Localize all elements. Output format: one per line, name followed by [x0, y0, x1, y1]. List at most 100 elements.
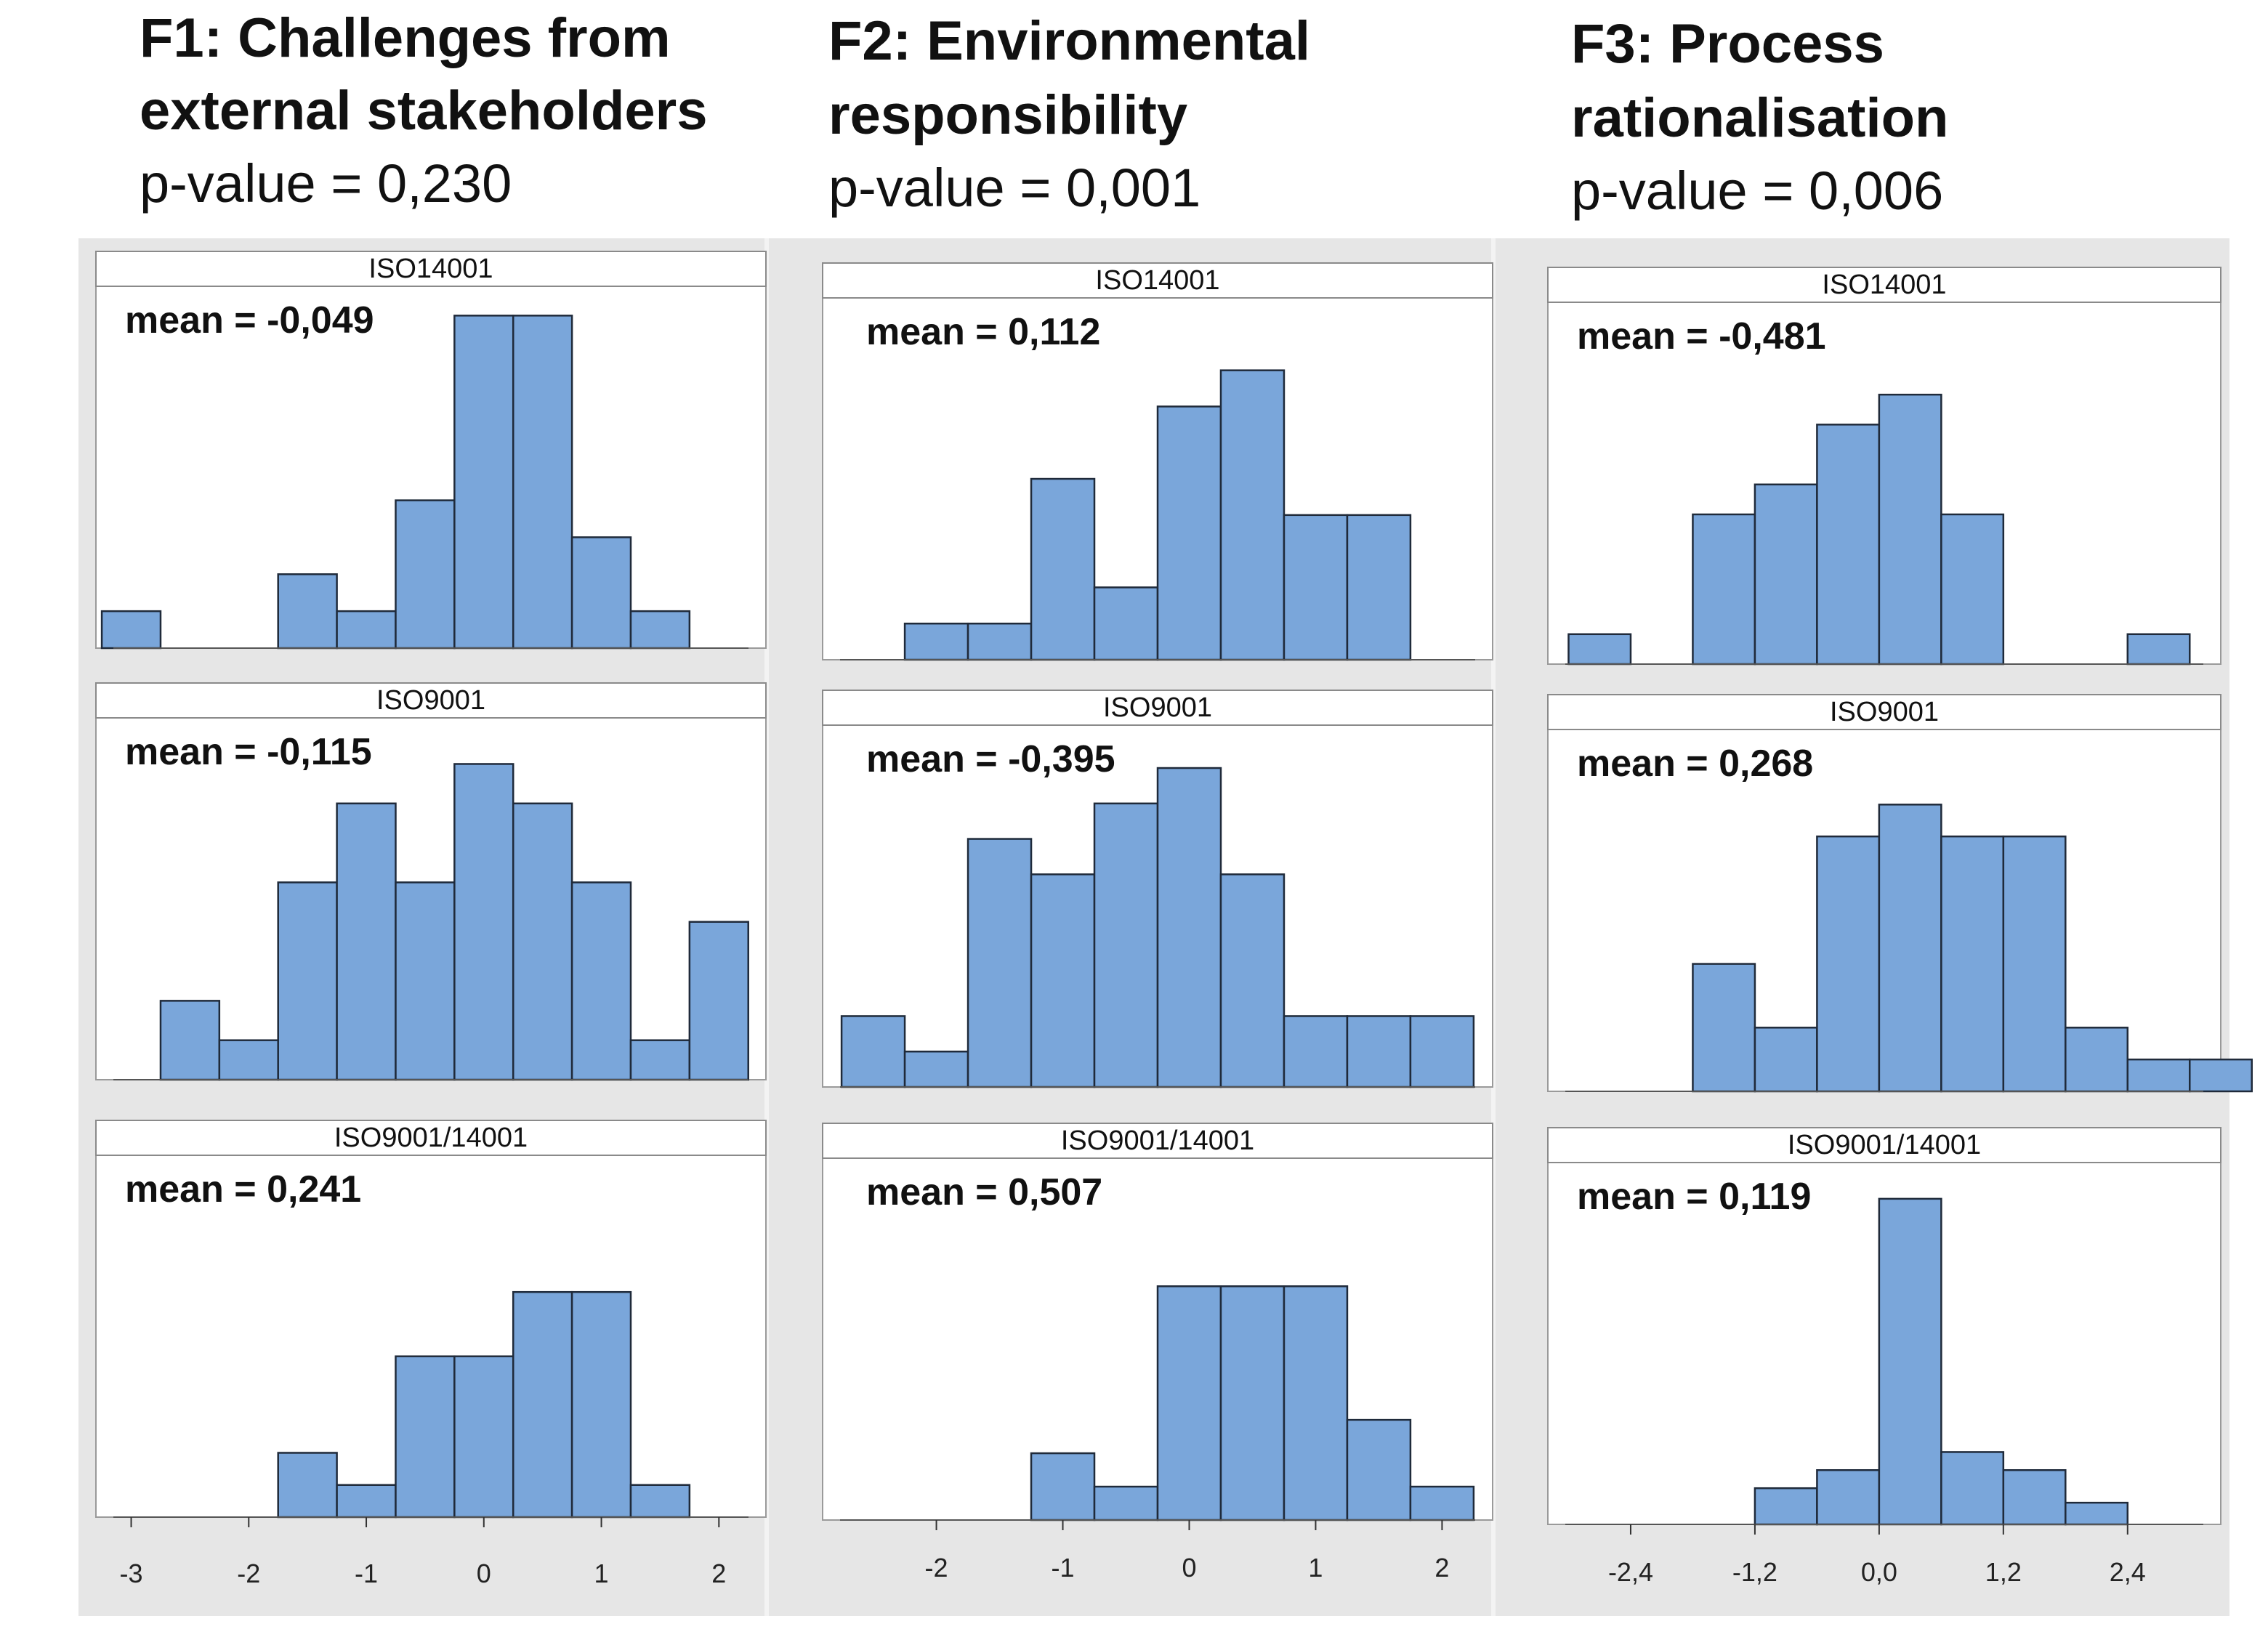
f2-title-line1: F2: Environmental [828, 10, 1310, 72]
histogram-bar [570, 536, 632, 650]
x-tick-label: 2 [711, 1559, 726, 1588]
histogram-bar [512, 315, 573, 650]
mean-annotation: mean = 0,119 [1577, 1176, 1811, 1218]
mean-annotation: mean = -0,481 [1577, 315, 1826, 357]
histogram-bar [277, 1452, 338, 1519]
histogram-panel: ISO14001 mean = -0,481 [1547, 267, 2221, 666]
histogram-bar [1156, 767, 1222, 1088]
x-axis: -2,4 -1,2 0,0 1,2 2,4 [1608, 1524, 2146, 1587]
panel-strip [1547, 1127, 2221, 1163]
histogram-bar [629, 1484, 691, 1519]
panel-strip [822, 1123, 1493, 1159]
panel-strip [1547, 267, 2221, 303]
f2-p-value: p-value = 0,001 [828, 158, 1200, 218]
x-axis: -3 -2 -1 0 1 2 [120, 1517, 726, 1588]
panel-strip [95, 1120, 767, 1156]
x-tick-label: -3 [120, 1559, 143, 1588]
panel-label: ISO9001/14001 [1061, 1125, 1254, 1156]
histogram-bar [159, 1000, 221, 1081]
histogram-bar [1346, 514, 1412, 661]
histogram-panel: ISO9001/14001 mean = 0,507 [822, 1123, 1493, 1521]
histogram-bar [1409, 1485, 1475, 1521]
mean-annotation: mean = 0,241 [125, 1168, 361, 1210]
histogram-bar [1754, 1487, 1818, 1526]
panel-strip [822, 690, 1493, 726]
histogram-bar [1692, 963, 1756, 1093]
histogram-bar [1754, 1027, 1818, 1093]
panel-label: ISO9001 [1830, 697, 1939, 727]
histogram-bar [1816, 1469, 1881, 1526]
histogram-panel: ISO9001/14001 mean = 0,119 [1547, 1127, 2221, 1526]
x-tick-label: -1 [355, 1559, 378, 1588]
panel-label: ISO14001 [368, 254, 493, 284]
histogram-bar [1940, 835, 2005, 1093]
histogram-bar [1030, 477, 1096, 661]
histogram-bar [2065, 1027, 2129, 1093]
histogram-bar [903, 622, 969, 661]
histogram-bar [336, 802, 397, 1081]
histogram-bar [570, 1290, 632, 1519]
histogram-bar [2065, 1501, 2129, 1526]
f3-title-line1: F3: Process [1571, 13, 1884, 75]
panel-strip [1547, 694, 2221, 730]
panel-label: ISO9001/14001 [1788, 1130, 1981, 1160]
histogram-bar [2126, 1058, 2191, 1093]
chart-column-3: ISO14001 mean = -0,481 ISO9001 mean = 0,268… [1547, 267, 2253, 1587]
panel-strip [95, 251, 767, 287]
histogram-bar [453, 1355, 514, 1519]
chart-column-2: ISO14001 mean = 0,112 ISO9001 mean = -0,395… [822, 262, 1493, 1583]
histogram-bar [1283, 1285, 1349, 1521]
panel-strip [822, 262, 1493, 299]
histogram-panel: ISO14001 mean = -0,049 [95, 251, 767, 650]
panel-label: ISO9001 [1103, 692, 1212, 723]
histogram-bar [1219, 873, 1286, 1088]
histogram-bar [453, 315, 514, 650]
histogram-bar [277, 881, 338, 1081]
mean-annotation: mean = -0,115 [125, 731, 372, 773]
histogram-bar [1346, 1015, 1412, 1088]
histogram-bar [277, 573, 338, 650]
histogram-bar [395, 1355, 456, 1519]
histogram-bar [1093, 802, 1159, 1088]
f1-p-value: p-value = 0,230 [140, 153, 512, 214]
x-tick-label: 2 [1434, 1553, 1449, 1583]
histogram-bar [1093, 1485, 1159, 1521]
histogram-bar [395, 499, 456, 650]
histogram-bar [100, 610, 162, 650]
x-tick-label: -2,4 [1608, 1557, 1653, 1587]
histogram-bar [1219, 1285, 1286, 1521]
f3-title-line2: rationalisation [1571, 87, 1948, 149]
histogram-bar [1219, 369, 1286, 661]
x-tick-label: -2 [237, 1559, 260, 1588]
histogram-bar [1346, 1418, 1412, 1521]
histogram-bar [1093, 586, 1159, 661]
histogram-bar [2002, 835, 2067, 1093]
histogram-bar [336, 610, 397, 650]
histogram-bar [688, 921, 749, 1081]
histogram-bar [1878, 804, 1942, 1093]
histogram-panel: ISO9001/14001 mean = 0,241 [95, 1120, 767, 1519]
histogram-bar [903, 1050, 969, 1088]
histogram-bar [629, 610, 691, 650]
histogram-panel: ISO9001 mean = 0,268 [1547, 694, 2253, 1093]
histogram-bar [966, 622, 1033, 661]
histogram-bar [218, 1039, 279, 1081]
x-tick-label: 0 [477, 1559, 491, 1588]
f1-title-line2: external stakeholders [140, 80, 708, 142]
panel-label: ISO14001 [1095, 265, 1219, 296]
histogram-bar [336, 1484, 397, 1519]
histogram-bar [1754, 483, 1818, 666]
panel-strip [95, 682, 767, 719]
histogram-bar [395, 881, 456, 1081]
x-tick-label: 0,0 [1861, 1557, 1897, 1587]
histogram-bar [570, 881, 632, 1081]
mean-annotation: mean = 0,268 [1577, 743, 1813, 785]
panel-label: ISO9001/14001 [334, 1123, 528, 1153]
histogram-bar [2189, 1058, 2253, 1093]
histogram-bar [1030, 1452, 1096, 1521]
mean-annotation: mean = 0,112 [866, 311, 1100, 353]
histogram-bar [1940, 513, 2005, 666]
histogram-bar [1030, 873, 1096, 1088]
